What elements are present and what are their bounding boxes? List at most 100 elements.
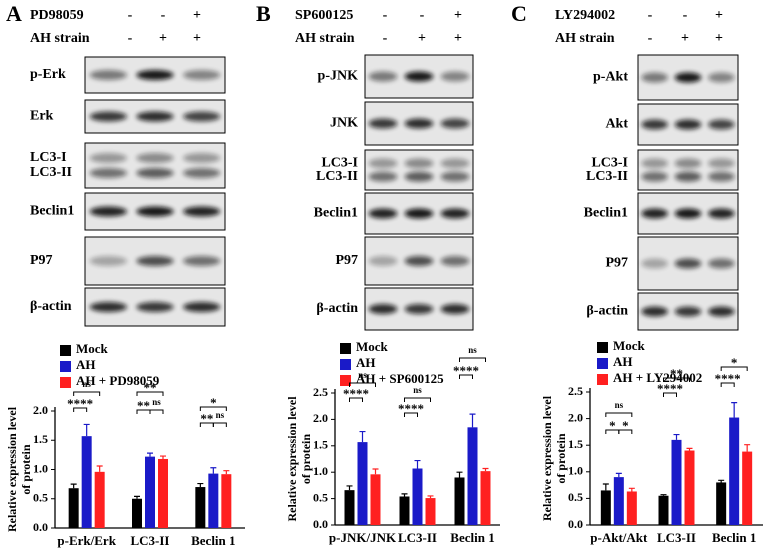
strain-label: AH strain [555, 31, 615, 46]
error-bar [615, 472, 622, 478]
blot-band [136, 70, 174, 80]
blot-box [637, 149, 739, 191]
legend-swatch [597, 358, 608, 369]
blot-band [368, 304, 398, 314]
y-tick-label: 0.5 [313, 490, 328, 504]
x-tick-label: Beclin 1 [191, 533, 235, 548]
error-bar [372, 468, 379, 475]
treatment-sign: + [193, 8, 201, 23]
y-tick-label: 2.0 [313, 411, 328, 425]
blot-band [183, 111, 221, 122]
error-bar [469, 413, 476, 428]
y-tick-label: 1.0 [313, 464, 328, 478]
blot-band [404, 208, 434, 219]
blot-band [641, 208, 669, 219]
y-tick-label: 1.0 [33, 461, 48, 475]
y-tick-label: 2.5 [313, 385, 328, 399]
treatment-sign: - [420, 8, 425, 23]
row-label: p-JNK [318, 69, 359, 84]
blot-band [368, 256, 398, 266]
significance-label: ** [200, 411, 213, 426]
blot-band [708, 258, 735, 269]
significance-bracket [73, 407, 88, 412]
row-label: LC3-II [316, 169, 358, 184]
blot-band [674, 72, 702, 83]
bar [454, 477, 465, 525]
blot-band [136, 153, 174, 163]
blot-band [183, 153, 221, 163]
blot-band [89, 206, 127, 217]
row-label: Beclin1 [30, 204, 74, 219]
x-tick-label: LC3-II [657, 530, 696, 545]
error-bar [147, 452, 153, 457]
error-bar [197, 482, 204, 488]
blot-band [641, 72, 669, 83]
bar [425, 498, 436, 525]
legend-swatch [60, 361, 71, 372]
row-label: p-Akt [593, 70, 628, 85]
blot-band [440, 118, 470, 129]
blot-band [183, 302, 221, 312]
error-bar [359, 430, 366, 443]
blot-band [641, 158, 669, 169]
y-axis-label: of protein [554, 433, 568, 483]
error-bar [96, 465, 103, 472]
blot-band [368, 208, 398, 219]
row-label: Erk [30, 109, 54, 124]
significance-bracket [663, 392, 677, 397]
significance-label: * [210, 395, 217, 410]
error-bar [414, 459, 421, 469]
significance-bracket [663, 377, 690, 382]
legend-label: AH + LY294002 [613, 370, 702, 385]
legend-swatch [340, 375, 351, 386]
error-bar [673, 433, 680, 440]
blot-band [708, 72, 735, 83]
legend-label: Mock [613, 338, 646, 353]
significance-label: ** [137, 398, 150, 413]
significance-bracket [349, 397, 363, 402]
x-tick-label: p-Akt/Akt [590, 530, 648, 545]
error-bar [346, 485, 353, 491]
strain-sign: + [159, 31, 167, 46]
treatment-label: SP600125 [295, 8, 353, 23]
blot-band [440, 71, 470, 82]
error-bar [160, 455, 166, 459]
row-label: LC3-I [30, 150, 67, 165]
significance-label: **** [67, 396, 93, 411]
blot-band [674, 158, 702, 169]
error-bar [628, 487, 635, 492]
legend-label: AH [613, 354, 633, 369]
legend-label: AH [356, 355, 376, 370]
y-tick-label: 1.5 [568, 437, 583, 451]
blot-band [708, 208, 735, 219]
bar [613, 477, 624, 525]
treatment-sign: - [128, 8, 133, 23]
row-label: JNK [330, 116, 358, 131]
significance-label: ns [82, 379, 91, 389]
blot-band [404, 158, 434, 169]
strain-sign: + [715, 31, 723, 46]
x-tick-label: LC3-II [398, 530, 437, 545]
bar [480, 471, 491, 525]
strain-sign: + [454, 31, 462, 46]
blot-band [641, 258, 669, 269]
significance-label: * [609, 418, 616, 433]
y-tick-label: 1.5 [33, 432, 48, 446]
significance-bracket [136, 391, 164, 396]
y-tick-label: 1.5 [313, 438, 328, 452]
treatment-sign: - [683, 8, 688, 23]
significance-bracket [459, 374, 473, 379]
error-bar [83, 423, 90, 437]
blot-band [183, 168, 221, 178]
panel-letter: C [511, 1, 527, 26]
blot-band [404, 256, 434, 266]
blot-band [440, 256, 470, 266]
blot-band [440, 208, 470, 219]
row-label: Akt [605, 117, 628, 132]
row-label: LC3-II [586, 169, 628, 184]
y-axis-label: of protein [299, 434, 313, 484]
bar [716, 482, 727, 525]
significance-label: ns [413, 385, 422, 395]
significance-label: **** [453, 363, 479, 378]
bar [671, 439, 682, 525]
